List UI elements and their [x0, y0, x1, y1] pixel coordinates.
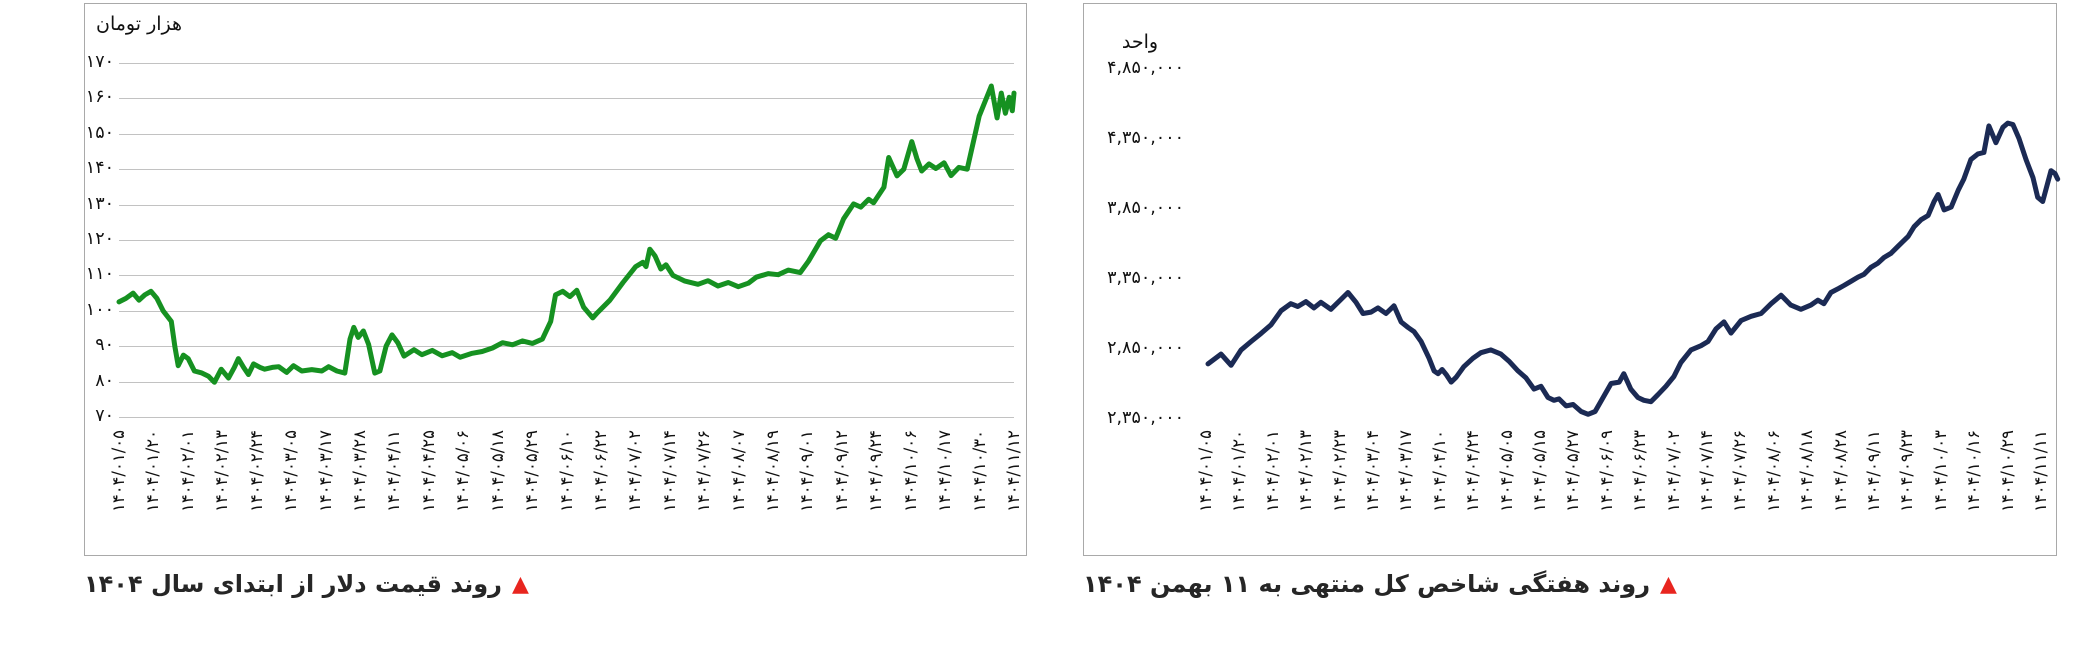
y-tick-label: ۱۰۰: [85, 299, 114, 320]
y-axis-unit-label: هزار تومان: [96, 13, 183, 35]
gridline: [119, 204, 1014, 206]
x-tick-label: ۱۴۰۴/۰۸/۲۸: [1830, 430, 1850, 513]
y-tick-label: ۱۷۰: [85, 52, 114, 73]
y-tick-label: ۳,۸۵۰,۰۰۰: [1107, 197, 1184, 218]
x-tick-label: ۱۴۰۴/۰۲/۲۳: [1329, 430, 1349, 513]
x-tick-label: ۱۴۰۴/۰۳/۰۵: [281, 430, 301, 513]
x-tick-label: ۱۴۰۴/۰۲/۱۳: [212, 430, 232, 513]
index-chart-caption: ▲ روند هفتگی شاخص کل منتهی به ۱۱ بهمن ۱۴۰…: [1083, 570, 2077, 598]
gridline: [119, 417, 1014, 418]
y-axis-unit-label: واحد: [1121, 31, 1159, 53]
y-tick-label: ۲,۳۵۰,۰۰۰: [1107, 407, 1184, 428]
x-tick-label: ۱۴۰۴/۰۴/۱۱: [384, 430, 404, 513]
usd-price-line: [116, 83, 1017, 385]
x-tick-label: ۱۴۰۴/۰۸/۰۷: [728, 430, 748, 513]
gridline: [119, 346, 1014, 348]
x-tick-label: ۱۴۰۴/۰۷/۱۴: [1697, 430, 1716, 513]
x-tick-label: ۱۴۰۴/۱۱/۱۲: [1004, 430, 1023, 513]
x-tick-label: ۱۴۰۴/۰۹/۲۴: [866, 430, 886, 513]
x-tick-label: ۱۴۰۴/۰۶/۰۹: [1596, 430, 1616, 513]
x-tick-label: ۱۴۰۴/۰۱/۲۰: [143, 430, 163, 513]
x-tick-label: ۱۴۰۴/۰۹/۱۱: [1864, 430, 1883, 513]
x-tick-label: ۱۴۰۴/۰۶/۱۰: [556, 430, 576, 513]
x-tick-label: ۱۴۰۴/۰۵/۲۷: [1563, 430, 1583, 513]
y-tick-label: ۱۲۰: [85, 229, 114, 250]
usd-price-chart: هزار تومان ۱۷۰ ۱۶۰ ۱۵۰ ۱۴۰ ۱۳۰ ۱۲۰ ۱۱۰ ۱۰۰ ۹۰ ۸۰ ۷…: [84, 3, 1027, 556]
red-triangle-icon: ▲: [1660, 572, 1677, 597]
y-tick-label: ۱۱۰: [85, 264, 114, 285]
x-tick-label: ۱۴۰۴/۰۱/۰۵: [1196, 430, 1215, 513]
gridline: [119, 98, 1014, 100]
gridline: [119, 381, 1014, 383]
x-tick-label: ۱۴۰۴/۱۰/۳۰: [969, 430, 989, 513]
gridline: [119, 275, 1014, 277]
total-index-chart-panel: واحد ۴,۸۵۰,۰۰۰ ۴,۳۵۰,۰۰۰ ۳,۸۵۰,۰۰۰ ۳,۳۵۰,۰۰…: [1083, 3, 2061, 598]
x-tick-label: ۱۴۰۴/۱۰/۲۹: [1997, 430, 2017, 513]
x-tick-label: ۱۴۰۴/۰۲/۰۱: [177, 430, 197, 513]
x-tick-label: ۱۴۰۴/۰۳/۱۷: [1396, 430, 1416, 513]
y-tick-label: ۱۴۰: [85, 158, 114, 179]
x-tick-label: ۱۴۰۴/۱۰/۰۳: [1930, 430, 1950, 513]
x-tick-label: ۱۴۰۴/۰۹/۱۲: [831, 430, 851, 513]
usd-chart-caption: ▲ روند قیمت دلار از ابتدای سال ۱۴۰۴: [84, 570, 1047, 598]
x-tick-label: ۱۴۰۴/۱۰/۰۶: [900, 430, 920, 513]
gridline: [119, 63, 1014, 64]
y-tick-label: ۲,۸۵۰,۰۰۰: [1107, 337, 1184, 358]
x-tick-label: ۱۴۰۴/۰۲/۱۳: [1296, 430, 1316, 513]
x-tick-label: ۱۴۰۴/۰۳/۱۷: [315, 430, 335, 513]
usd-price-chart-panel: هزار تومان ۱۷۰ ۱۶۰ ۱۵۰ ۱۴۰ ۱۳۰ ۱۲۰ ۱۱۰ ۱۰۰ ۹۰ ۸۰ ۷…: [84, 3, 1027, 598]
y-tick-label: ۱۵۰: [85, 122, 114, 143]
gridline: [119, 169, 1014, 171]
x-tick-label: ۱۴۰۴/۰۶/۲۲: [590, 430, 610, 513]
x-tick-label: ۱۴۰۴/۱۰/۱۶: [1964, 430, 1984, 513]
x-tick-label: ۱۴۰۴/۰۹/۲۳: [1897, 430, 1917, 513]
x-tick-label: ۱۴۰۴/۰۵/۱۸: [487, 430, 507, 513]
gridline: [119, 310, 1014, 312]
x-tick-label: ۱۴۰۴/۰۵/۰۶: [453, 430, 473, 513]
total-index-chart: واحد ۴,۸۵۰,۰۰۰ ۴,۳۵۰,۰۰۰ ۳,۸۵۰,۰۰۰ ۳,۳۵۰,۰۰…: [1083, 3, 2061, 556]
x-tick-label: ۱۴۰۴/۰۵/۱۵: [1530, 430, 1549, 513]
x-tick-label: ۱۴۰۴/۰۷/۰۲: [625, 430, 645, 513]
y-tick-label: ۴,۳۵۰,۰۰۰: [1107, 127, 1184, 148]
x-tick-label: ۱۴۰۴/۰۵/۰۵: [1496, 430, 1516, 513]
total-index-line: [1205, 120, 2061, 417]
x-tick-label: ۱۴۰۴/۰۳/۲۸: [349, 430, 369, 513]
red-triangle-icon: ▲: [511, 572, 529, 597]
x-tick-label: ۱۴۰۴/۰۴/۲۵: [418, 430, 438, 513]
x-tick-label: ۱۴۰۴/۰۶/۲۳: [1630, 430, 1650, 513]
y-tick-label: ۸۰: [95, 370, 114, 391]
x-tick-label: ۱۴۰۴/۰۷/۰۲: [1663, 430, 1683, 513]
x-tick-label: ۱۴۰۴/۰۷/۲۶: [1730, 430, 1750, 513]
x-tick-label: ۱۴۰۴/۰۲/۲۴: [246, 430, 266, 513]
x-tick-label: ۱۴۰۴/۱۱/۱۱: [2031, 430, 2050, 513]
x-tick-label: ۱۴۰۴/۰۱/۲۰: [1229, 430, 1249, 513]
x-tick-label: ۱۴۰۴/۱۰/۱۷: [935, 430, 955, 513]
index-chart-caption-text: روند هفتگی شاخص کل منتهی به ۱۱ بهمن ۱۴۰۴: [1083, 570, 1651, 598]
x-tick-label: ۱۴۰۴/۰۹/۰۱: [797, 430, 817, 513]
gridline: [119, 240, 1014, 241]
x-tick-label: ۱۴۰۴/۰۵/۲۹: [522, 430, 542, 513]
y-tick-label: ۱۳۰: [85, 193, 114, 214]
x-tick-label: ۱۴۰۴/۰۴/۲۴: [1463, 430, 1483, 513]
x-tick-label: ۱۴۰۴/۰۳/۰۴: [1363, 430, 1382, 513]
y-tick-label: ۴,۸۵۰,۰۰۰: [1107, 57, 1184, 78]
x-tick-label: ۱۴۰۴/۰۷/۲۶: [694, 430, 714, 513]
y-tick-label: ۳,۳۵۰,۰۰۰: [1107, 267, 1184, 288]
x-tick-label: ۱۴۰۴/۰۸/۰۶: [1763, 430, 1783, 513]
x-tick-label: ۱۴۰۴/۰۲/۰۱: [1262, 430, 1282, 513]
usd-chart-caption-text: روند قیمت دلار از ابتدای سال ۱۴۰۴: [84, 570, 502, 598]
x-tick-label: ۱۴۰۴/۰۷/۱۴: [659, 430, 679, 513]
x-tick-label: ۱۴۰۴/۰۸/۱۸: [1797, 430, 1817, 513]
gridline: [119, 133, 1014, 135]
y-tick-label: ۱۶۰: [85, 87, 114, 108]
x-tick-label: ۱۴۰۴/۰۸/۱۹: [763, 430, 783, 513]
y-tick-label: ۹۰: [95, 335, 114, 356]
x-tick-label: ۱۴۰۴/۰۴/۱۰: [1429, 430, 1449, 513]
x-tick-label: ۱۴۰۴/۰۱/۰۵: [109, 430, 128, 513]
y-tick-label: ۷۰: [95, 406, 114, 427]
